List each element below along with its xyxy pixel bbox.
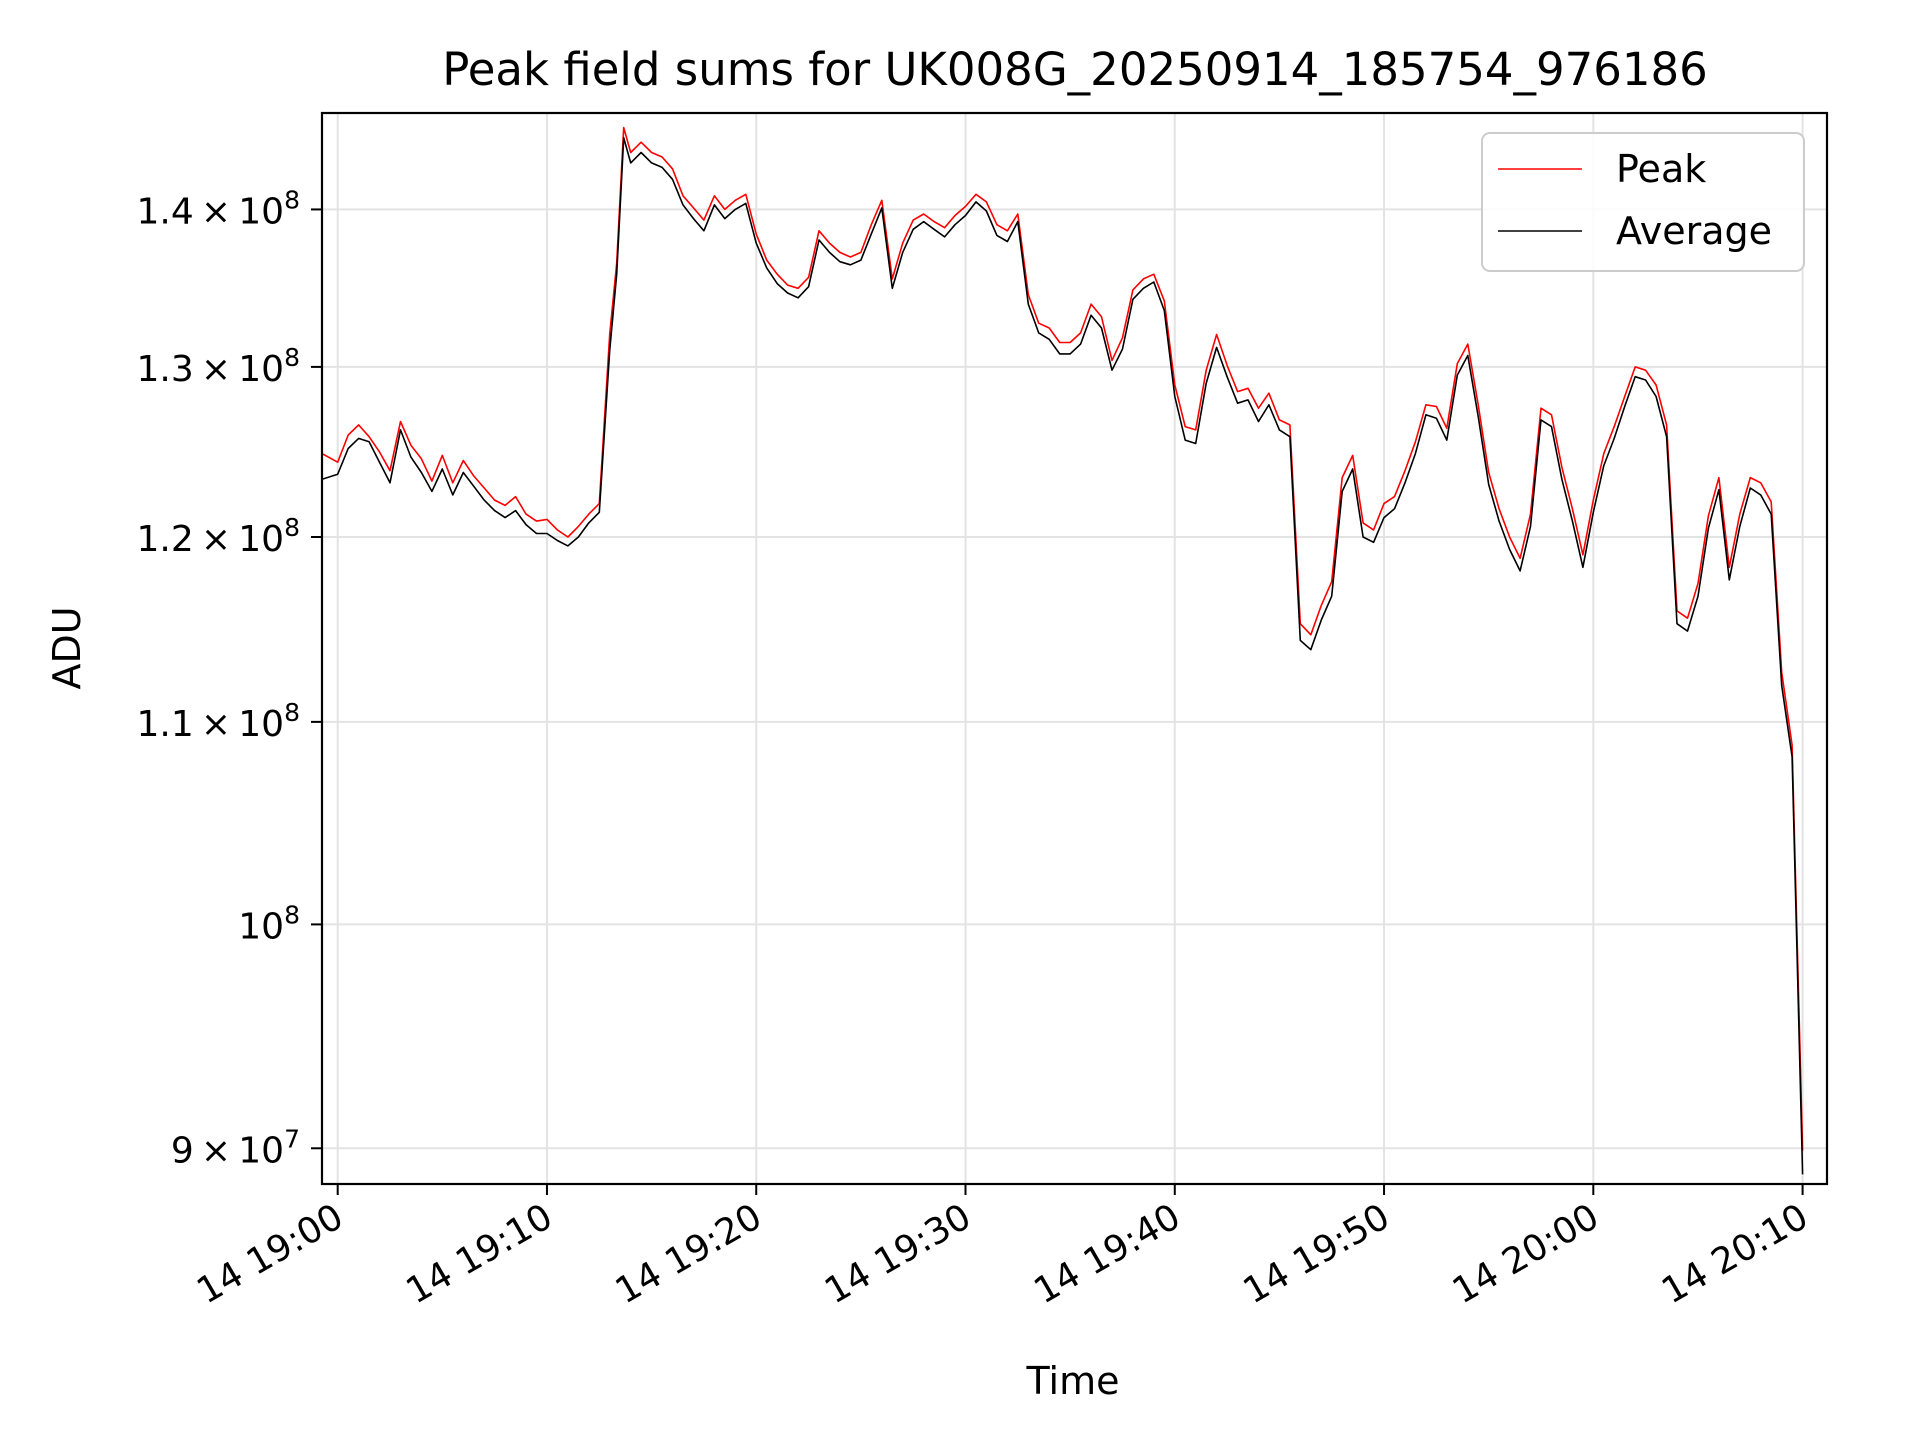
legend: Peak Average xyxy=(1481,132,1805,272)
chart-title: Peak field sums for UK008G_20250914_1857… xyxy=(442,43,1708,96)
series-line-peak xyxy=(322,126,1804,1151)
y-tick-mantissa: 9 × 10 xyxy=(171,1130,284,1171)
legend-label-average: Average xyxy=(1616,209,1772,253)
y-tick-label: 1.2 × 108 xyxy=(136,513,300,560)
y-tick-label: 1.3 × 108 xyxy=(136,343,300,390)
grid-lines xyxy=(322,113,1827,1184)
y-tick-label: 1.4 × 108 xyxy=(136,185,300,232)
y-tick-exponent: 8 xyxy=(284,343,300,372)
y-tick-label: 108 xyxy=(238,900,300,947)
series-lines xyxy=(322,126,1804,1175)
y-tick-exponent: 8 xyxy=(284,698,300,727)
y-axis-label: ADU xyxy=(45,606,89,689)
y-tick-mantissa: 1.1 × 10 xyxy=(136,704,284,745)
y-tick-exponent: 8 xyxy=(284,513,300,542)
x-axis-label: Time xyxy=(1026,1359,1120,1403)
y-tick-mantissa: 1.4 × 10 xyxy=(136,191,284,232)
y-tick-exponent: 8 xyxy=(284,900,300,929)
legend-box xyxy=(1481,132,1805,272)
legend-label-peak: Peak xyxy=(1616,147,1706,191)
y-tick-exponent: 7 xyxy=(284,1124,300,1153)
y-tick-mantissa: 1.2 × 10 xyxy=(136,519,284,560)
y-tick-exponent: 8 xyxy=(284,185,300,214)
y-tick-mantissa: 10 xyxy=(238,906,284,947)
y-tick-label: 9 × 107 xyxy=(171,1124,300,1171)
y-tick-mantissa: 1.3 × 10 xyxy=(136,349,284,390)
y-tick-label: 1.1 × 108 xyxy=(136,698,300,745)
plot-frame xyxy=(320,111,1829,1186)
series-line-average xyxy=(322,137,1804,1175)
